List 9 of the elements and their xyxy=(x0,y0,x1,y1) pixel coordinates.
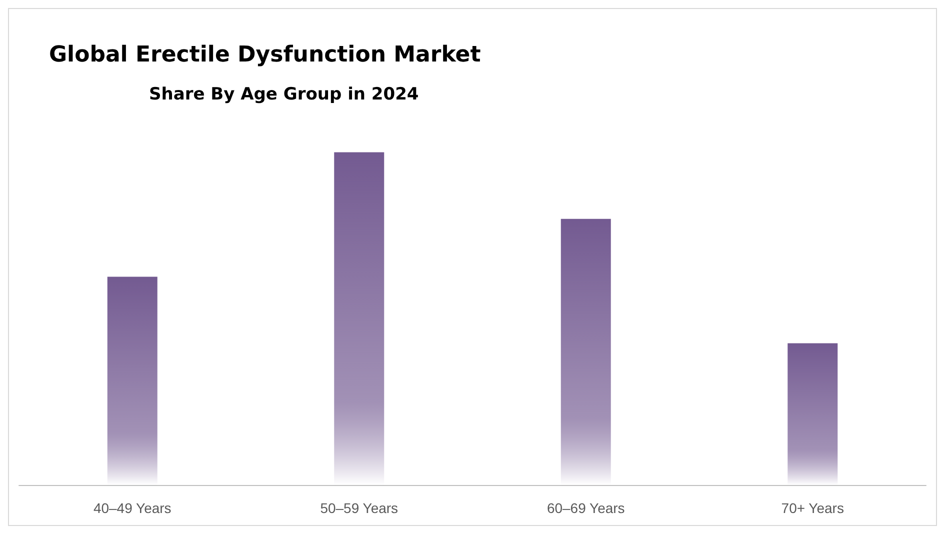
x-tick-label: 50–59 Years xyxy=(320,500,398,516)
chart-subtitle: Share By Age Group in 2024 xyxy=(149,84,419,104)
bar xyxy=(560,218,611,485)
x-tick-label: 40–49 Years xyxy=(93,500,172,516)
bar xyxy=(788,343,838,485)
x-tick-label: 70+ Years xyxy=(781,500,844,516)
x-tick-label: 60–69 Years xyxy=(546,500,625,516)
chart-title: Global Erectile Dysfunction Market xyxy=(49,42,482,68)
bar xyxy=(107,276,158,485)
